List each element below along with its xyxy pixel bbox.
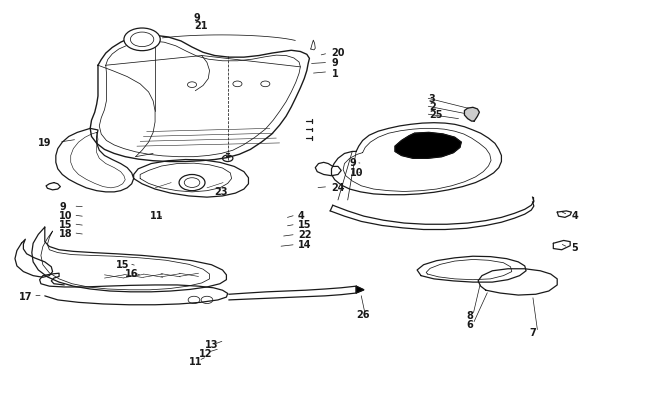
Text: 5: 5 (571, 243, 578, 253)
Text: 2: 2 (429, 101, 436, 111)
Text: 4: 4 (571, 211, 578, 220)
Text: 22: 22 (298, 230, 311, 240)
Text: 14: 14 (298, 240, 311, 250)
Text: 3: 3 (429, 94, 436, 103)
Text: 1: 1 (332, 68, 338, 78)
Text: 11: 11 (150, 211, 163, 220)
Text: 13: 13 (205, 339, 218, 350)
Polygon shape (465, 108, 479, 122)
Text: 15: 15 (298, 220, 311, 230)
Text: 21: 21 (194, 21, 207, 31)
Text: 4: 4 (298, 211, 304, 220)
Text: 25: 25 (429, 109, 442, 119)
Circle shape (179, 175, 205, 191)
Text: 15: 15 (116, 259, 129, 269)
Text: 7: 7 (529, 328, 536, 337)
Text: 9: 9 (59, 202, 66, 211)
Text: 12: 12 (198, 347, 212, 358)
Text: 9: 9 (194, 13, 201, 23)
Polygon shape (356, 286, 364, 293)
Text: 18: 18 (59, 228, 73, 238)
Text: 26: 26 (356, 310, 370, 320)
Text: 9: 9 (332, 58, 338, 68)
Text: 20: 20 (332, 48, 345, 58)
Text: 8: 8 (467, 311, 473, 320)
Text: 10: 10 (59, 211, 73, 220)
Text: 9: 9 (350, 158, 356, 168)
Text: 24: 24 (332, 182, 345, 192)
Polygon shape (395, 133, 462, 159)
Text: 11: 11 (188, 356, 202, 366)
Text: 19: 19 (38, 138, 52, 148)
Text: 16: 16 (125, 268, 138, 278)
Text: 15: 15 (59, 220, 73, 229)
Text: 23: 23 (214, 186, 228, 196)
Circle shape (124, 29, 161, 51)
Text: 17: 17 (19, 291, 32, 301)
Text: 10: 10 (350, 167, 363, 177)
Text: 6: 6 (467, 320, 473, 329)
